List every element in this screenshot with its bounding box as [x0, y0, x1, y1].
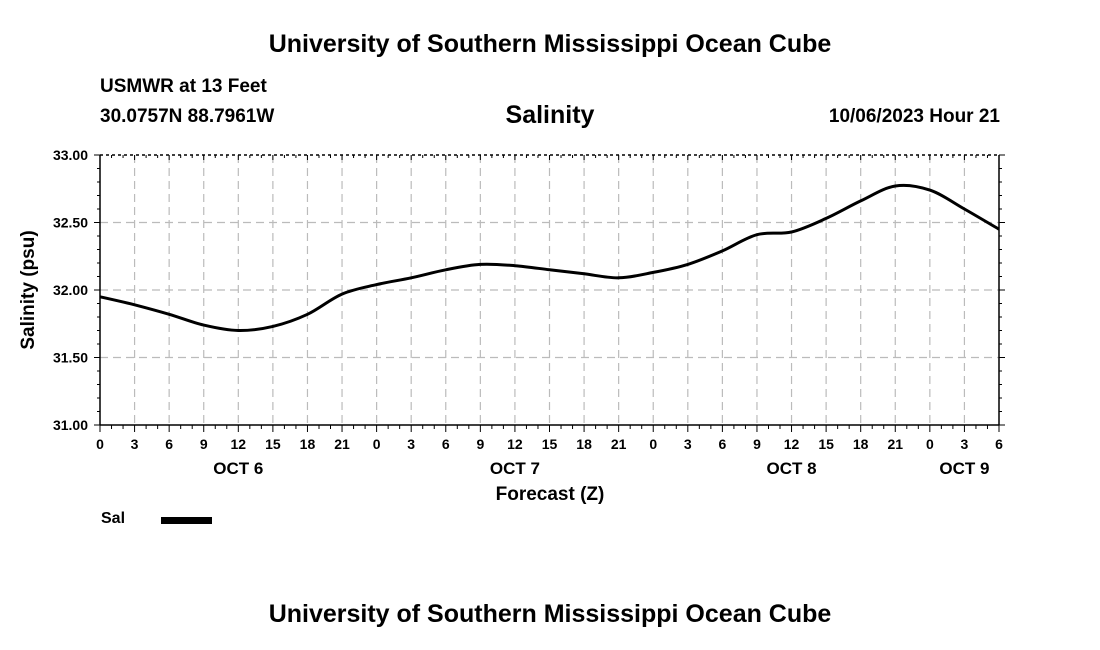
axes: 0 3 6 9 12 15 18 21 0 3 6 9 12 15 18 21 0 3 6 9 12 15 18 21 0 3 6O…	[53, 147, 1005, 478]
x-tick-label: 6	[995, 436, 1003, 452]
x-tick-label: 9	[753, 436, 761, 452]
footer-title: University of Southern Mississippi Ocean…	[268, 600, 832, 628]
x-tick-label: 18	[853, 436, 869, 452]
x-tick-label: 0	[649, 436, 657, 452]
x-tick-label: 0	[926, 436, 934, 452]
x-tick-label: 9	[476, 436, 484, 452]
y-tick-label: 33.00	[53, 147, 88, 163]
grid	[100, 155, 999, 425]
y-tick-label: 31.50	[53, 350, 88, 366]
x-tick-label: 21	[611, 436, 627, 452]
station-coordinates: 30.0757N 88.7961W	[100, 106, 275, 127]
x-tick-label: 21	[887, 436, 903, 452]
x-tick-label: 21	[334, 436, 350, 452]
legend-label: Sal	[101, 510, 126, 527]
x-axis-title: Forecast (Z)	[496, 484, 605, 505]
x-tick-label: 12	[231, 436, 247, 452]
station-label: USMWR at 13 Feet	[100, 76, 267, 97]
forecast-datetime: 10/06/2023 Hour 21	[828, 106, 1000, 127]
day-label: OCT 6	[213, 459, 263, 478]
x-tick-label: 6	[718, 436, 726, 452]
x-tick-label: 3	[131, 436, 139, 452]
x-tick-label: 6	[442, 436, 450, 452]
x-tick-label: 18	[300, 436, 316, 452]
page-title: University of Southern Mississippi Ocean…	[268, 30, 832, 58]
chart-title: Salinity	[505, 101, 595, 129]
day-label: OCT 8	[767, 459, 817, 478]
day-label: OCT 7	[490, 459, 540, 478]
x-tick-label: 15	[818, 436, 834, 452]
x-tick-label: 15	[542, 436, 558, 452]
series-line-sal	[99, 183, 1000, 333]
x-tick-label: 6	[165, 436, 173, 452]
legend-swatch	[161, 517, 212, 524]
series	[99, 183, 1000, 333]
x-tick-label: 3	[684, 436, 692, 452]
x-tick-label: 9	[200, 436, 208, 452]
x-tick-label: 12	[784, 436, 800, 452]
x-tick-label: 3	[407, 436, 415, 452]
x-tick-label: 18	[576, 436, 592, 452]
y-axis-title: Salinity (psu)	[18, 230, 39, 349]
x-tick-label: 3	[961, 436, 969, 452]
y-tick-label: 31.00	[53, 417, 88, 433]
x-tick-label: 0	[373, 436, 381, 452]
x-tick-label: 0	[96, 436, 104, 452]
day-label: OCT 9	[939, 459, 989, 478]
y-tick-label: 32.00	[53, 282, 88, 298]
x-tick-label: 12	[507, 436, 523, 452]
y-tick-label: 32.50	[53, 215, 88, 231]
x-tick-label: 15	[265, 436, 281, 452]
